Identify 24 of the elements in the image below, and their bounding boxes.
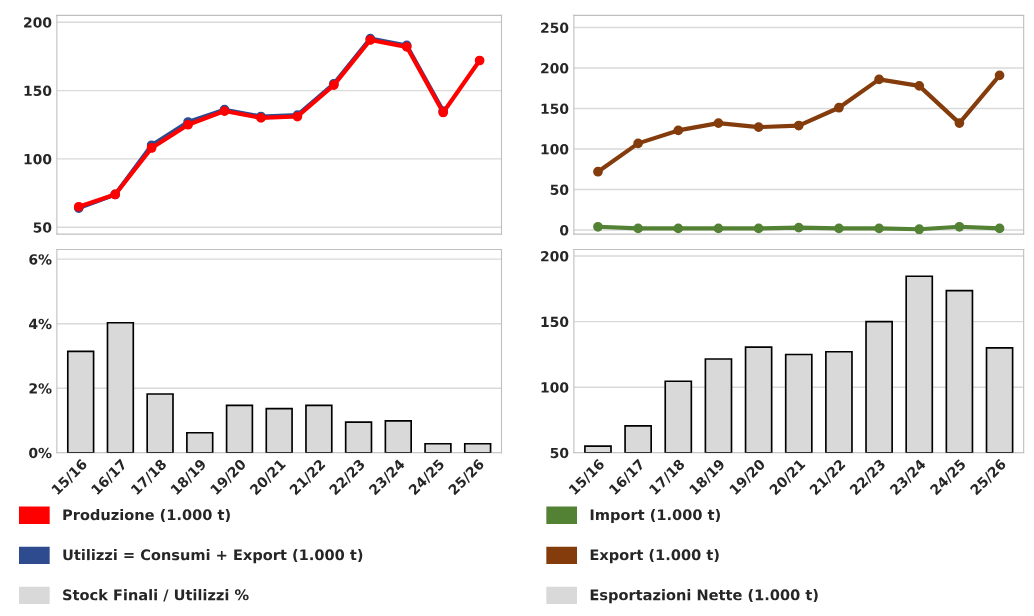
y-tick-label: 0% <box>29 447 52 459</box>
legend-label: Import (1.000 t) <box>590 509 720 524</box>
y-tick-label: 200 <box>541 63 569 74</box>
legend-label: Stock Finali / Utilizzi % <box>63 589 249 602</box>
legend-label: Utilizzi = Consumi + Export (1.000 t) <box>63 549 363 564</box>
y-tick-label: 6% <box>29 254 52 265</box>
y-tick-label: 200 <box>541 251 569 262</box>
y-tick-label: 4% <box>29 318 52 330</box>
legend-label: Produzione (1.000 t) <box>63 508 230 522</box>
y-tick-label: 200 <box>24 17 52 28</box>
y-tick-label: 2% <box>29 383 52 394</box>
y-tick-label: 100 <box>541 382 569 393</box>
y-tick-label: 50 <box>550 184 569 196</box>
y-tick-label: 150 <box>541 103 569 115</box>
y-tick-label: 150 <box>541 316 569 328</box>
y-tick-label: 250 <box>541 22 569 34</box>
legend-label: Esportazioni Nette (1.000 t) <box>590 589 818 604</box>
y-tick-label: 0 <box>560 225 569 236</box>
y-tick-label: 100 <box>541 144 569 155</box>
y-tick-label: 100 <box>24 153 52 165</box>
y-tick-label: 150 <box>24 85 52 97</box>
legend-label: Export (1.000 t) <box>590 549 719 564</box>
y-tick-label: 50 <box>33 222 52 233</box>
y-tick-label: 50 <box>550 447 569 459</box>
